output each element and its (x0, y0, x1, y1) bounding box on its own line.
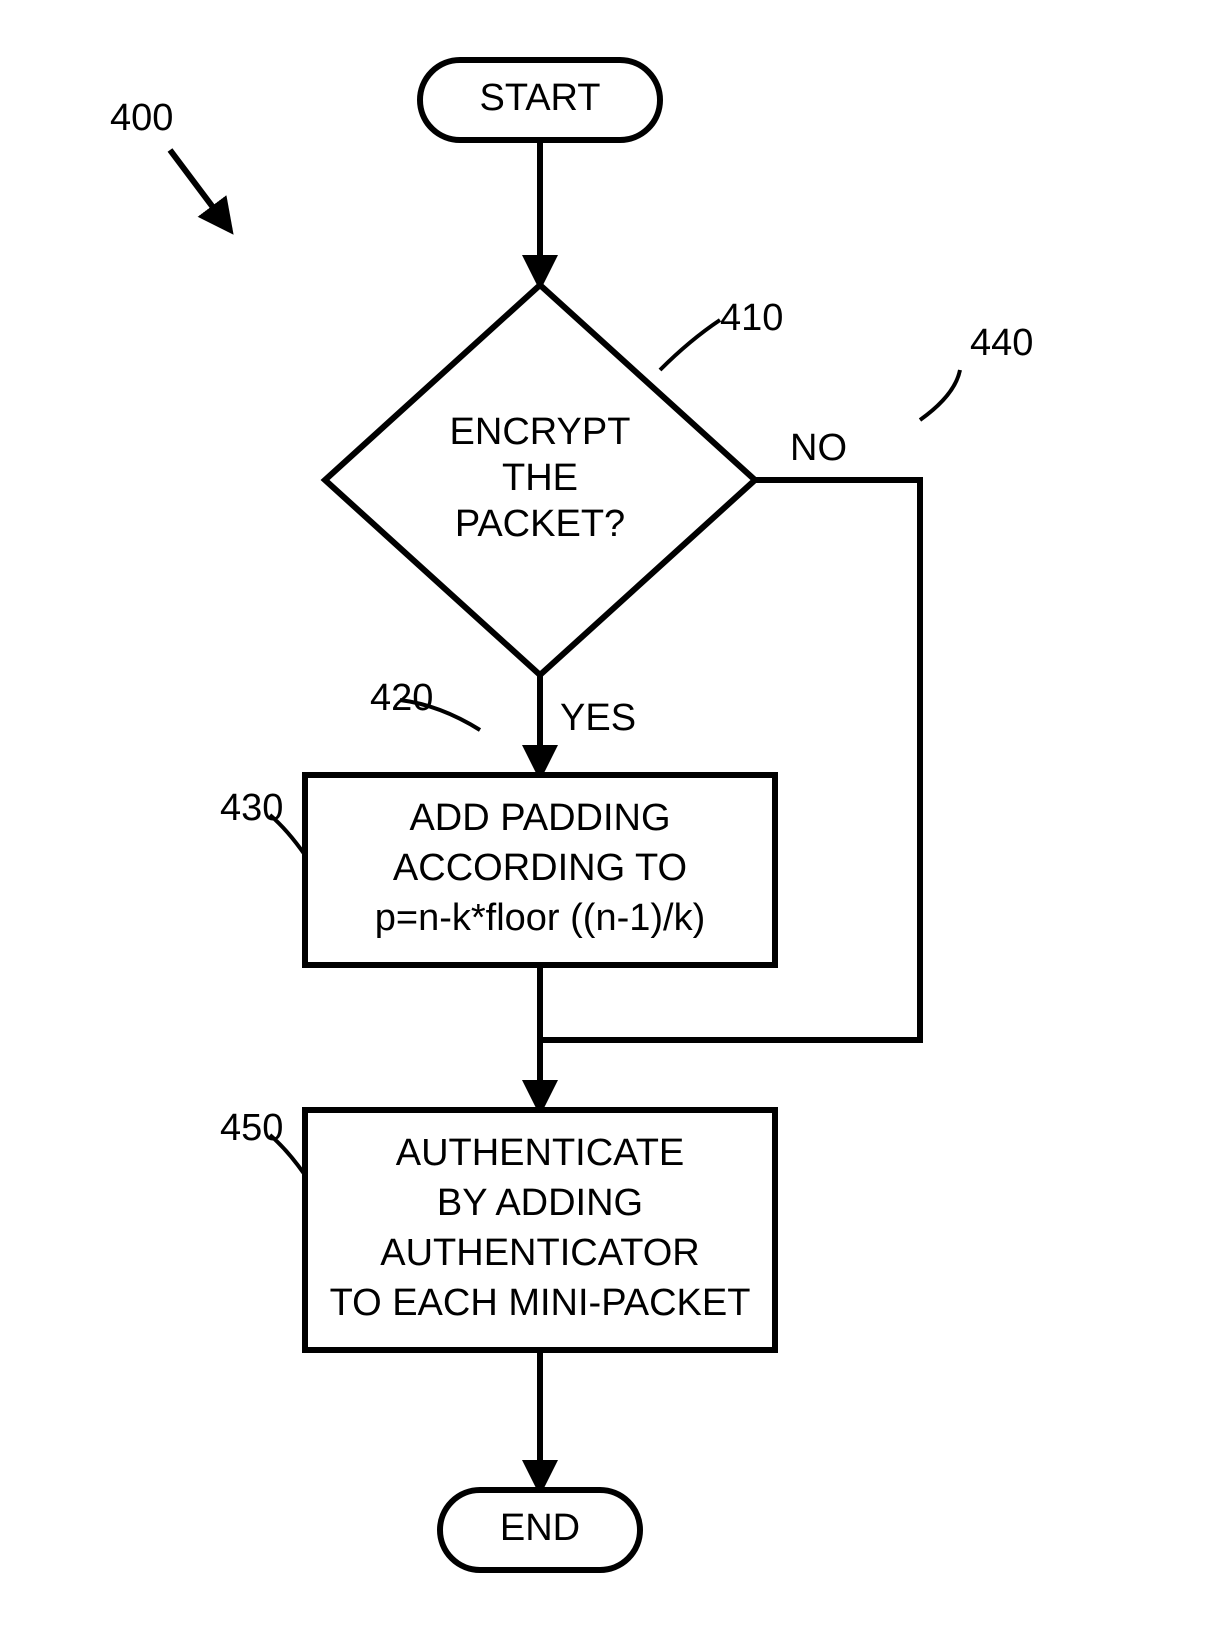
svg-text:AUTHENTICATOR: AUTHENTICATOR (380, 1232, 700, 1274)
svg-text:ENCRYPT: ENCRYPT (450, 411, 631, 453)
svg-text:440: 440 (970, 322, 1033, 364)
svg-text:YES: YES (560, 697, 636, 739)
svg-text:END: END (500, 1507, 580, 1549)
svg-text:BY ADDING: BY ADDING (437, 1182, 643, 1224)
flowchart-svg: 400 START ENCRYPTTHEPACKET? ADD PADDING ACCO… (0, 0, 1212, 1628)
svg-text:TO EACH MINI-PACKET: TO EACH MINI-PACKET (330, 1282, 751, 1324)
svg-text:420: 420 (370, 677, 433, 719)
svg-text:THE: THE (502, 457, 578, 499)
svg-text:START: START (479, 77, 600, 119)
svg-text:p=n-k*floor ((n-1)/k): p=n-k*floor ((n-1)/k) (375, 897, 705, 939)
svg-text:410: 410 (720, 297, 783, 339)
svg-text:430: 430 (220, 787, 283, 829)
svg-text:ACCORDING TO: ACCORDING TO (393, 847, 687, 889)
svg-text:PACKET?: PACKET? (455, 503, 625, 545)
svg-text:ADD PADDING: ADD PADDING (409, 797, 670, 839)
svg-text:450: 450 (220, 1107, 283, 1149)
svg-text:400: 400 (110, 97, 173, 139)
svg-text:NO: NO (790, 427, 847, 469)
svg-text:AUTHENTICATE: AUTHENTICATE (396, 1132, 685, 1174)
